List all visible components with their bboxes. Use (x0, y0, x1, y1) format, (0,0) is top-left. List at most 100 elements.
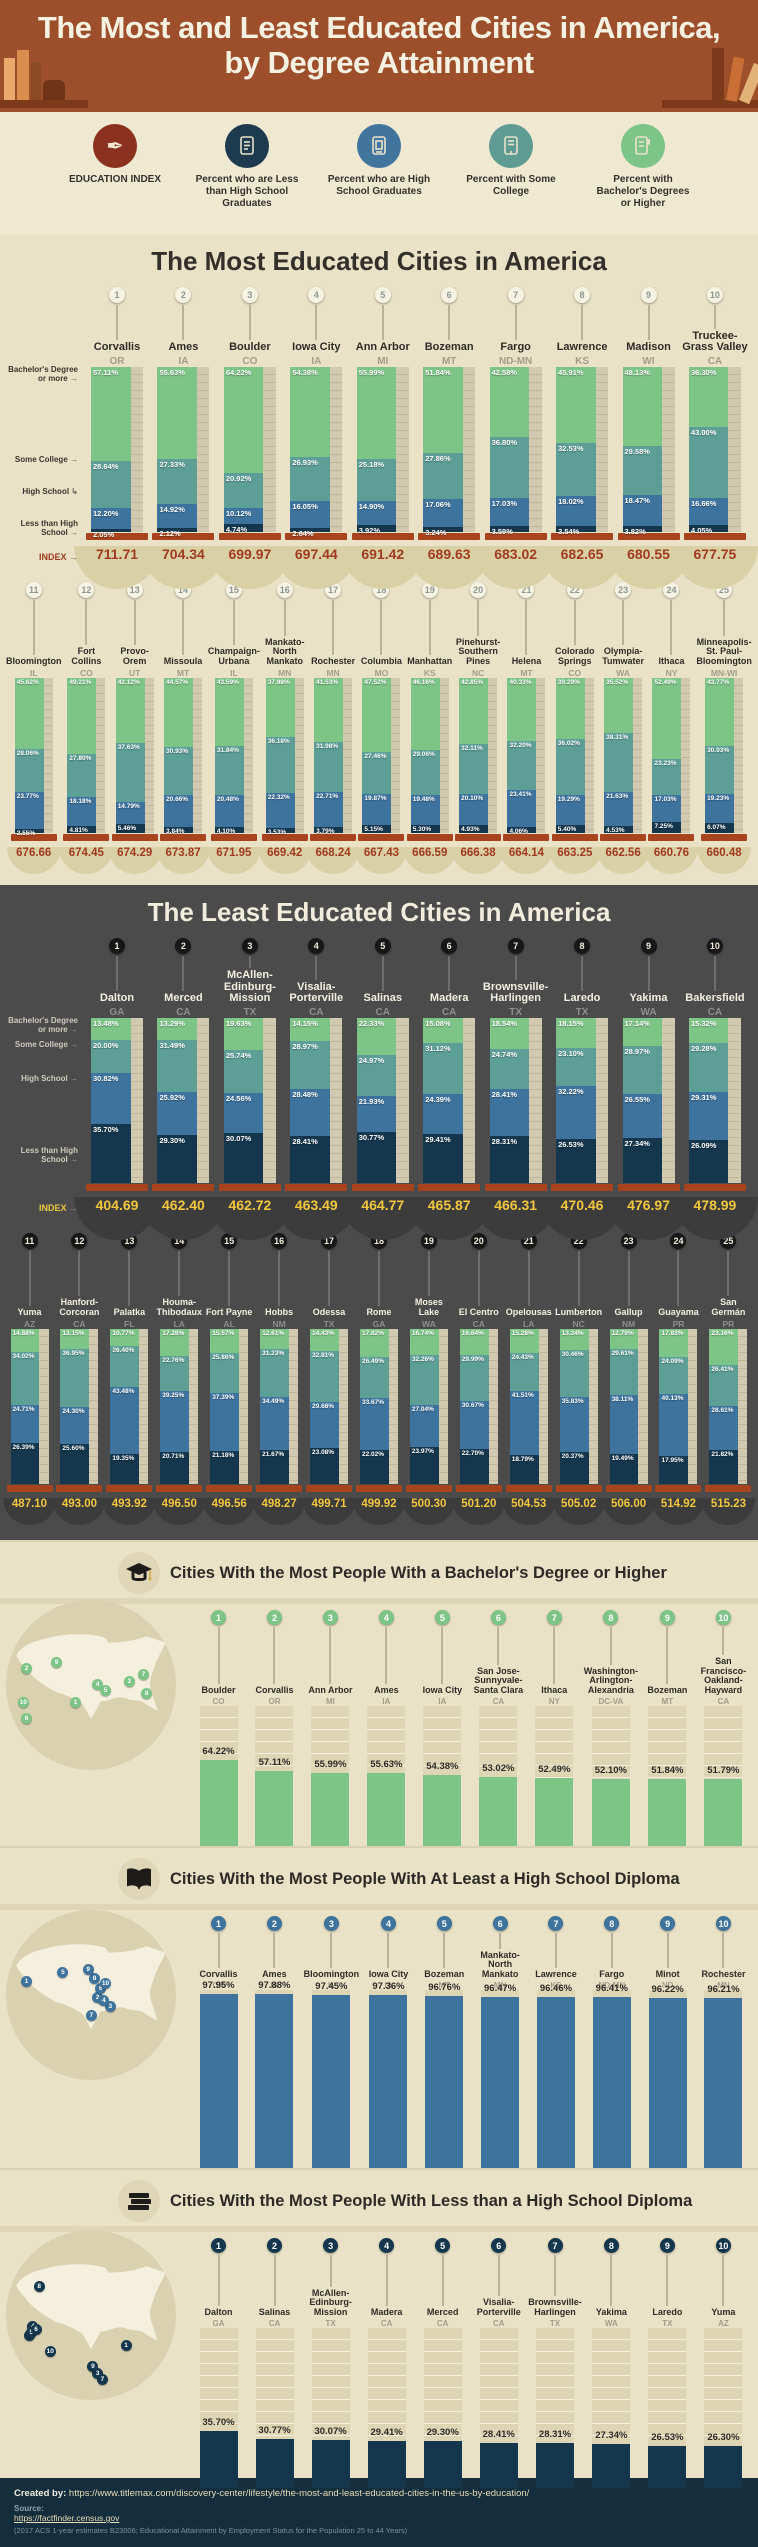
ranked-city-column: 6 Visalia-Porterville CA 28.41% (472, 2238, 525, 2488)
segment-value: 32.53% (558, 443, 584, 453)
rank-connector (330, 1933, 333, 1968)
shelf-base (406, 834, 453, 841)
index-value: 505.02 (561, 1498, 597, 1510)
bar-value: 96.46% (539, 1983, 573, 1994)
bar-fill (704, 1779, 743, 1858)
map-rank-dot: 4 (98, 1994, 110, 2006)
index-value: 462.72 (228, 1197, 272, 1213)
index-value: 711.71 (95, 546, 139, 562)
city-header: 19 Moses Lake WA (405, 1233, 452, 1329)
city-name: Opelousas (505, 1306, 552, 1317)
shelf-base (455, 834, 502, 841)
city-header: 4 Iowa City IA (283, 287, 349, 367)
city-header: 22 Lumberton NC (555, 1233, 602, 1329)
city-header: 4 Visalia-Porterville CA (283, 938, 349, 1018)
segment-value: 27.34% (624, 1138, 650, 1148)
city-header: 6 Mankato-North Mankato MN (474, 1916, 527, 1990)
bar-track: 57.11% (255, 1706, 294, 1858)
segment-value: 23.97% (411, 1447, 434, 1455)
city-column: 24 Ithaca NY 52.49% 23.23% 17.03% 7.25% 660.76 (644, 582, 699, 879)
bar-segment-less_hs: 4.74% (223, 524, 276, 534)
segment-value: 4.53% (606, 826, 625, 834)
segment-value: 54.38% (292, 368, 318, 377)
city-state: IA (382, 1697, 391, 1706)
index-area: 674.45 (59, 841, 114, 879)
bar-track: 64.22% (199, 1706, 238, 1858)
ranked-city-column: 4 Madera CA 29.41% (360, 2238, 413, 2488)
index-area: 668.24 (306, 841, 361, 879)
city-state: TX (549, 2319, 561, 2328)
most-educated-11-25: 11 Bloomington IL 45.62% 28.06% 23.77% 2.55% 67… (0, 578, 758, 879)
city-column: 16 Mankato-North Mankato MN 37.98% 36.18% 22.… (257, 582, 312, 879)
city-column: 25 Minneapolis-St. Paul-Bloomington MN-WI 4… (696, 582, 752, 879)
segment-value: 26.41% (711, 1365, 734, 1373)
city-column: 14 Houma-Thibodaux LA 17.28% 22.76% 39.25% 20.… (152, 1233, 207, 1530)
city-state: OR (268, 1697, 281, 1706)
city-name: Hanford-Corcoran (59, 1297, 100, 1317)
segment-value: 43.77% (707, 679, 730, 686)
segment-value: 46.16% (412, 679, 435, 686)
label-some-college: Some College → (14, 455, 78, 464)
bar-segment-less_hs: 5.30% (410, 824, 449, 833)
rank-connector (647, 305, 650, 341)
city-column: 6 Madera CA 15.08% 31.12% 24.39% 29.41% 465.87 (406, 938, 493, 1240)
city-state: OR (212, 1981, 225, 1990)
stacked-bar: 36.30% 43.00% 16.66% 4.05% (688, 367, 741, 535)
index-area: 673.87 (156, 841, 211, 879)
city-state: CA (707, 356, 723, 367)
segment-value: 19.49% (611, 1454, 634, 1462)
city-state: TX (243, 1007, 257, 1018)
source-link[interactable]: https://factfinder.census.gov (14, 2513, 120, 2523)
city-state: DC-VA (598, 1697, 624, 1706)
bar-track: 29.30% (423, 2328, 462, 2488)
bar-segment-less_hs: 4.10% (214, 826, 253, 835)
map-rank-dot: 7 (96, 2373, 108, 2385)
city-column: 7 Brownsville-Harlingen TX 18.54% 24.74% 28.4… (472, 938, 559, 1240)
stacked-bar: 40.33% 32.20% 23.41% 4.06% (507, 678, 546, 835)
index-area: 499.71 (302, 1492, 357, 1530)
index-value: 493.00 (61, 1498, 98, 1510)
segment-value: 29.41% (425, 1135, 451, 1145)
rank-connector (677, 1251, 680, 1306)
city-state: ND (661, 1981, 674, 1990)
index-value: 501.20 (461, 1498, 497, 1510)
section-most-less-than-hs: Cities With the Most People With Less th… (0, 2168, 758, 2488)
map-rank-dot: 10 (100, 1977, 112, 1989)
segment-value: 12.61% (262, 1330, 285, 1337)
city-header: 10 Rochester MN (697, 1916, 750, 1990)
city-column: 18 Columbia MO 47.52% 27.46% 19.87% 5.15% 667.4… (354, 582, 409, 879)
city-name: Corvallis (255, 1684, 294, 1695)
bar-track: 97.45% (312, 1981, 351, 2188)
bachelors-bar-chart: 1 Boulder CO 64.22% 2 Corvallis OR 57.11% 3 Ann A… (0, 1604, 758, 1858)
segment-value: 16.64% (461, 1330, 484, 1337)
rank-badge: 7 (548, 1916, 564, 1931)
book-spine (391, 678, 401, 833)
segment-value: 25.86% (212, 1354, 235, 1362)
book-spine (584, 678, 594, 833)
bar-track: 30.77% (255, 2328, 294, 2488)
bar-segment-less_hs: 4.81% (67, 825, 106, 834)
city-name: Brownsville-Harlingen (528, 2297, 582, 2317)
stacked-bar: 17.28% 22.76% 39.25% 20.71% (160, 1329, 199, 1484)
city-column: 11 Yuma AZ 14.88% 34.02% 24.71% 26.39% 487.10 (2, 1233, 57, 1530)
segment-value: 27.80% (69, 755, 92, 763)
bar-track: 30.07% (311, 2328, 350, 2488)
city-state: TX (575, 1007, 589, 1018)
index-value: 680.55 (627, 546, 670, 562)
rank-badge: 8 (604, 1916, 620, 1931)
segment-value: 24.74% (491, 1049, 518, 1059)
segment-value: 37.63% (117, 744, 140, 752)
bar-segment-bachelors: 12.79% (609, 1329, 648, 1349)
book-spine (192, 678, 203, 833)
bar-segment-less_hs: 4.93% (459, 825, 498, 833)
created-by-link[interactable]: https://www.titlemax.com/discovery-cente… (68, 2488, 530, 2499)
city-column: 21 Opelousas LA 15.28% 24.43% 41.51% 18.79% 504… (501, 1233, 556, 1530)
city-state: CO (212, 1697, 225, 1706)
city-header: 4 Iowa City IA (362, 1916, 415, 1990)
index-area: 671.95 (206, 841, 261, 879)
rank-connector (525, 600, 528, 655)
segment-value: 20.48% (216, 795, 239, 803)
rank-badge: 2 (266, 1916, 282, 1931)
city-state: MN (326, 668, 340, 678)
rank-badge: 1 (109, 287, 125, 303)
